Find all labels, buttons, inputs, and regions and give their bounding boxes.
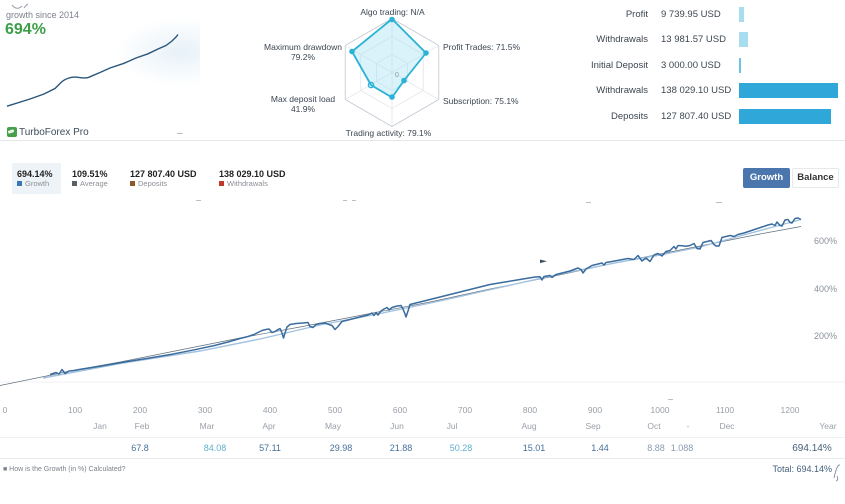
svg-text:0: 0 <box>395 72 399 79</box>
